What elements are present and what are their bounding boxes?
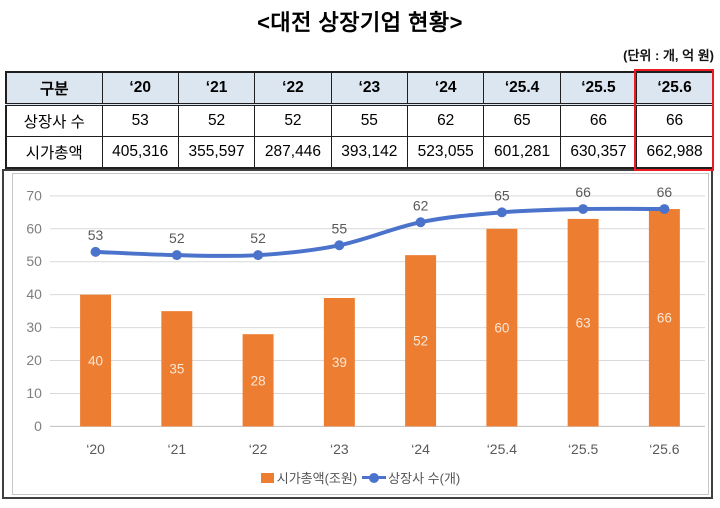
bar-‘22 xyxy=(242,334,274,427)
bar-value-label-3: 39 xyxy=(332,355,347,370)
line-value-label-5: 65 xyxy=(494,187,510,203)
line-point-‘22 xyxy=(253,250,264,261)
line-point-‘24 xyxy=(415,217,426,228)
line-point-‘25.5 xyxy=(578,204,589,215)
table-header-cell-7: ‘25.5 xyxy=(559,71,638,106)
legend-line-label: 상장사 수(개) xyxy=(388,471,461,486)
legend-bar-label: 시가총액(조원) xyxy=(276,471,358,486)
table-body: 상장사 수 53 52 52 55 62 65 66 66 시가총액 405,316 355,597 2… xyxy=(5,104,714,169)
x-tick-label-0: ‘20 xyxy=(86,441,105,457)
line-value-label-7: 66 xyxy=(657,184,673,200)
bar-‘25.4 xyxy=(486,228,518,427)
x-tick-label-1: ‘21 xyxy=(167,441,186,457)
table-cell-1-3: 393,142 xyxy=(330,136,409,169)
table-cell-0-3: 55 xyxy=(330,104,409,137)
x-tick-label-6: ‘25.5 xyxy=(568,441,599,457)
y-tick-label-20: 20 xyxy=(26,352,42,368)
bar-‘21 xyxy=(161,311,193,427)
x-tick-label-7: ‘25.6 xyxy=(649,441,680,457)
line-value-label-3: 55 xyxy=(332,220,348,236)
table-row-1: 시가총액 405,316 355,597 287,446 393,142 523,055 6… xyxy=(5,136,714,169)
table-cell-1-5: 601,281 xyxy=(483,136,561,169)
table-header-cell-4: ‘23 xyxy=(330,71,409,106)
table-cell-0-4: 62 xyxy=(406,104,485,137)
table-header-cell-5: ‘24 xyxy=(406,71,485,106)
table-header-cell-8: ‘25.6 xyxy=(636,71,714,106)
table-row-0: 상장사 수 53 52 52 55 62 65 66 66 xyxy=(5,104,714,137)
combo-chart: 0 10 20 30 40 50 60 70 40 35 28 39 52 60 63 66 53 52 52 55 6… xyxy=(12,173,709,495)
legend-line-marker-icon xyxy=(362,472,387,483)
y-tick-label-50: 50 xyxy=(26,253,42,269)
line-value-label-2: 52 xyxy=(250,230,266,246)
table-row-label-1: 시가총액 xyxy=(5,136,103,169)
bar-‘25.5 xyxy=(567,218,599,427)
bar-value-label-2: 28 xyxy=(251,373,266,388)
line-point-‘23 xyxy=(334,240,345,251)
table-header-cell-0: 구분 xyxy=(5,71,103,106)
line-point-‘25.4 xyxy=(496,207,507,218)
table-cell-1-7: 662,988 xyxy=(636,136,714,169)
legend-bar-swatch-icon xyxy=(260,472,274,483)
table-header-cell-2: ‘21 xyxy=(177,71,256,106)
bar-value-label-6: 63 xyxy=(576,316,591,331)
y-tick-label-60: 60 xyxy=(26,220,42,236)
y-tick-label-70: 70 xyxy=(26,187,42,203)
line-value-label-1: 52 xyxy=(169,230,185,246)
table-header-cell-3: ‘22 xyxy=(254,71,332,106)
y-tick-label-30: 30 xyxy=(26,319,42,335)
table-cell-1-0: 405,316 xyxy=(101,136,179,169)
chart-frame: 0 10 20 30 40 50 60 70 40 35 28 39 52 60 63 66 53 52 52 55 6… xyxy=(2,169,713,499)
table-cell-1-4: 523,055 xyxy=(406,136,485,169)
bar-value-label-7: 66 xyxy=(657,311,672,326)
table-cell-0-2: 52 xyxy=(254,104,332,137)
bar-‘23 xyxy=(323,297,355,427)
table-cell-0-7: 66 xyxy=(636,104,714,137)
chart-legend: 시가총액(조원) 상장사 수(개) xyxy=(13,468,708,487)
bar-‘25.6 xyxy=(648,209,680,427)
table-cell-0-6: 66 xyxy=(559,104,638,137)
line-point-‘25.6 xyxy=(659,204,670,215)
line-value-label-6: 66 xyxy=(575,184,591,200)
line-point-‘21 xyxy=(171,250,182,261)
table-cell-0-0: 53 xyxy=(101,104,179,137)
table-cell-0-5: 65 xyxy=(483,104,561,137)
table-header-cell-1: ‘20 xyxy=(101,71,179,106)
y-tick-label-0: 0 xyxy=(34,418,42,434)
summary-table: 구분 ‘20 ‘21 ‘22 ‘23 ‘24 ‘25.4 ‘25.5 ‘25.6 상장사 수 53… xyxy=(5,71,714,169)
line-point-‘20 xyxy=(90,246,101,257)
table-cell-1-2: 287,446 xyxy=(254,136,332,169)
bar-‘24 xyxy=(405,255,437,427)
line-value-label-0: 53 xyxy=(88,227,104,243)
unit-note: (단위 : 개, 억 원) xyxy=(623,48,714,63)
bar-‘20 xyxy=(80,294,112,427)
page-title: <대전 상장기업 현황> xyxy=(257,10,463,35)
y-tick-label-10: 10 xyxy=(26,385,42,401)
legend-line-dot-icon xyxy=(369,472,380,483)
table-cell-0-1: 52 xyxy=(177,104,256,137)
bar-value-label-1: 35 xyxy=(169,362,184,377)
table-row-label-0: 상장사 수 xyxy=(5,104,103,137)
line-value-label-4: 62 xyxy=(413,197,429,213)
x-tick-label-2: ‘22 xyxy=(249,441,268,457)
table-header-row: 구분 ‘20 ‘21 ‘22 ‘23 ‘24 ‘25.4 ‘25.5 ‘25.6 xyxy=(5,71,714,106)
table-header-cell-6: ‘25.4 xyxy=(483,71,561,106)
bar-value-label-5: 60 xyxy=(494,321,509,336)
x-tick-label-4: ‘24 xyxy=(411,441,430,457)
chart-canvas: 0 10 20 30 40 50 60 70 40 35 28 39 52 60 63 66 53 52 52 55 6… xyxy=(26,184,706,457)
line-series xyxy=(93,206,667,259)
table-cell-1-6: 630,357 xyxy=(559,136,638,169)
y-tick-label-40: 40 xyxy=(26,286,42,302)
table-cell-1-1: 355,597 xyxy=(177,136,256,169)
bar-value-label-0: 40 xyxy=(88,354,103,369)
x-tick-label-5: ‘25.4 xyxy=(487,441,518,457)
bar-value-label-4: 52 xyxy=(413,334,428,349)
x-tick-label-3: ‘23 xyxy=(330,441,349,457)
